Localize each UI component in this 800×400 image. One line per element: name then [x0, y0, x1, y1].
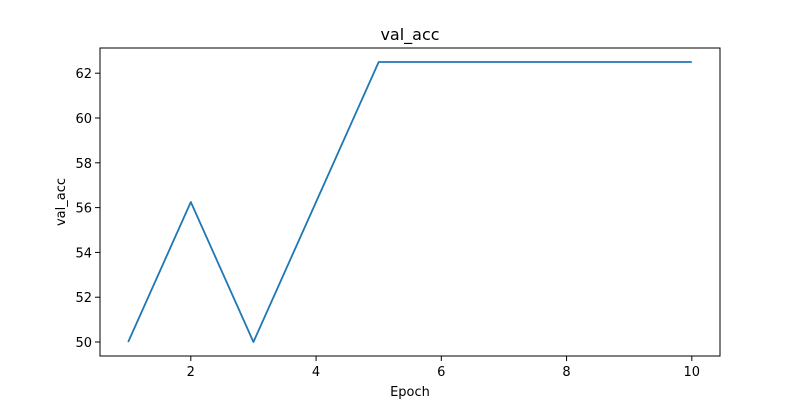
x-tick-label: 10	[684, 365, 701, 380]
y-tick-label: 58	[75, 157, 92, 172]
plot-area: 2 4 6 8 10 50 52 54 56 58 60 62	[75, 47, 721, 380]
x-tick-label: 2	[187, 365, 195, 380]
chart-title: val_acc	[380, 25, 439, 45]
y-axis-label: val_acc	[54, 178, 69, 226]
y-tick-label: 56	[75, 202, 92, 217]
series-layer	[127, 61, 692, 343]
x-tick-label: 4	[312, 365, 320, 380]
y-tick-label: 62	[75, 67, 92, 82]
x-axis-label: Epoch	[390, 385, 430, 400]
series-line	[127, 61, 692, 343]
y-tick-label: 60	[75, 112, 92, 127]
x-tick-label: 6	[437, 365, 445, 380]
x-tick-label: 8	[562, 365, 570, 380]
y-tick-label: 52	[75, 291, 92, 306]
plot-frame	[99, 47, 721, 357]
y-axis-ticks: 50 52 54 56 58 60 62	[75, 67, 100, 351]
x-axis-ticks: 2 4 6 8 10	[187, 356, 700, 380]
y-tick-label: 54	[75, 246, 92, 261]
y-tick-label: 50	[75, 336, 92, 351]
